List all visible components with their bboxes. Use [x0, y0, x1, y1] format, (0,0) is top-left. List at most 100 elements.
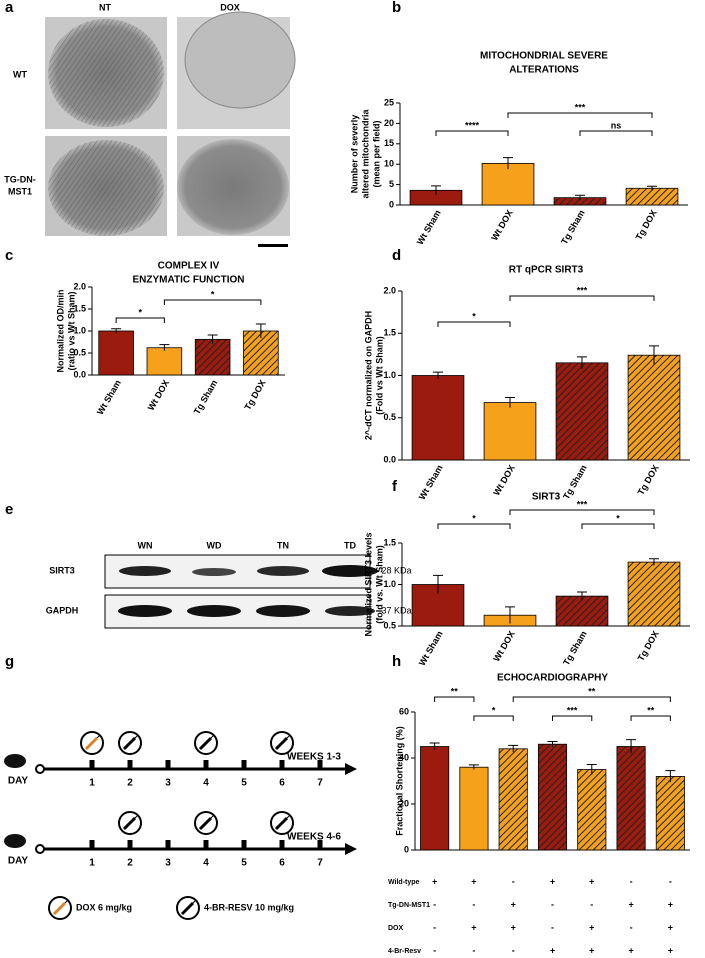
significance-bracket [437, 523, 511, 529]
day-tick [89, 760, 95, 769]
chart-title: ALTERATIONS [509, 65, 579, 76]
day-number: 4 [203, 858, 209, 869]
x-tick-label: Tg Sham [559, 208, 587, 246]
condition-mark: + [668, 922, 673, 932]
needle [64, 899, 69, 904]
significance-bracket [579, 130, 653, 136]
syringe [274, 816, 289, 831]
condition-mark: - [551, 922, 554, 932]
day-tick [241, 760, 247, 769]
bar [625, 187, 679, 206]
y-tick-label: 10 [384, 159, 394, 169]
significance-label: ** [647, 705, 655, 715]
row-label: TG-DN- [4, 174, 36, 184]
day-number: 5 [241, 858, 247, 869]
bar [420, 746, 450, 851]
y-tick-label: 2.0 [73, 281, 86, 291]
x-tick-label: Wt Sham [415, 208, 443, 246]
bar [459, 766, 489, 851]
significance-label: *** [567, 705, 578, 715]
condition-name: Wild-type [388, 879, 420, 886]
significance-label: ** [451, 686, 459, 696]
needle [134, 814, 139, 819]
y-tick-label: 20 [384, 118, 394, 128]
error-bar [505, 396, 515, 408]
y-tick-label: 0.5 [73, 347, 86, 357]
lane-label: TN [277, 540, 289, 550]
day-number: 6 [279, 778, 285, 789]
significance-bracket [434, 696, 475, 702]
bar [243, 330, 279, 376]
y-tick-label: 0 [404, 844, 409, 854]
bar [627, 561, 681, 627]
row-label: MST1 [8, 186, 32, 196]
band-label: SIRT3 [49, 565, 75, 575]
y-axis-label: (Fold vs Wt Sham) [374, 336, 384, 415]
condition-mark: - [630, 922, 633, 932]
day-number: 5 [241, 778, 247, 789]
legend-label: DOX 6 mg/kg [76, 902, 132, 912]
condition-mark: + [550, 945, 555, 955]
band-label: GAPDH [46, 605, 79, 615]
significance-bracket [512, 696, 671, 702]
column-label: DOX [220, 2, 240, 12]
start-dot [35, 844, 45, 854]
day-number: 4 [203, 778, 209, 789]
needle [286, 734, 291, 739]
bar [498, 748, 528, 851]
y-tick-label: 1.0 [383, 579, 396, 589]
error-bar [207, 334, 218, 344]
weeks-label: WEEKS 4-6 [287, 832, 341, 843]
significance-label: * [138, 307, 142, 317]
chart-title: ENZYMATIC FUNCTION [132, 275, 244, 286]
significance-bracket [552, 715, 593, 721]
y-axis-label: (fold vs. Wt Sham) [374, 545, 384, 624]
day-number: 3 [165, 778, 171, 789]
needle [96, 734, 101, 739]
band-size: - 37 KDa [376, 605, 412, 615]
day-tick [279, 760, 285, 769]
panel-letter: a [5, 0, 14, 16]
chart-title: COMPLEX IV [158, 261, 220, 272]
error-bar [433, 371, 443, 379]
significance-label: * [616, 513, 620, 523]
error-bar [111, 328, 122, 334]
day-number: 7 [317, 778, 323, 789]
day-tick [203, 760, 209, 769]
y-tick-label: 1.5 [383, 537, 396, 547]
column-label: NT [99, 2, 111, 12]
condition-name: Tg-DN-MST1 [388, 902, 430, 909]
y-tick-label: 0.5 [383, 620, 396, 630]
syringe [122, 816, 137, 831]
row-label: WT [13, 69, 27, 79]
panel-letter: h [392, 653, 401, 670]
significance-bracket [509, 509, 655, 515]
significance-label: * [211, 289, 215, 299]
lane-label: WN [138, 540, 153, 550]
x-tick-label: Wt DOX [146, 378, 171, 412]
syringe [274, 736, 289, 751]
condition-mark: + [511, 922, 516, 932]
bar [483, 402, 537, 461]
day-tick [165, 840, 171, 849]
syringe [180, 901, 195, 916]
error-bar [626, 739, 637, 754]
condition-mark: + [589, 922, 594, 932]
bar [481, 162, 535, 206]
condition-mark: - [590, 899, 593, 909]
condition-mark: - [472, 945, 475, 955]
x-tick-label: Wt DOX [489, 208, 514, 242]
x-tick-label: Tg DOX [636, 463, 661, 497]
x-tick-label: Tg DOX [636, 629, 661, 663]
error-bar [577, 591, 587, 601]
day-number: 1 [89, 858, 95, 869]
x-tick-label: Tg DOX [243, 378, 268, 412]
bar [98, 330, 134, 376]
day-tick [165, 760, 171, 769]
error-bar [429, 742, 440, 750]
significance-bracket [163, 299, 262, 305]
y-tick-label: 25 [384, 97, 394, 107]
bar [537, 743, 568, 851]
condition-name: 4-Br-Resv [388, 948, 421, 955]
y-tick-label: 60 [399, 706, 409, 716]
